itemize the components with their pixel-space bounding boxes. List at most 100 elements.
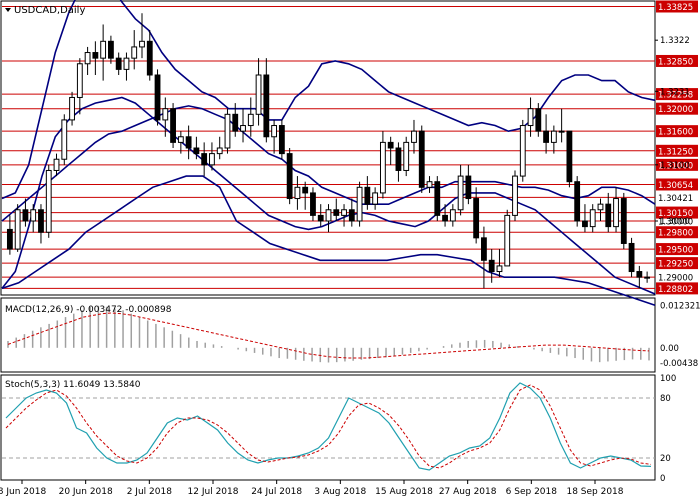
level-tag <box>656 282 698 295</box>
macd-label: MACD(12,26,9) -0.003472 -0.000898 <box>5 305 172 315</box>
candle-bull <box>558 130 565 133</box>
candle-bull <box>53 158 60 171</box>
x-tick-label: 24 Jul 2018 <box>251 487 302 497</box>
bollinger-bands <box>1 0 656 306</box>
x-tick-label: 2 Jul 2018 <box>127 487 172 497</box>
candle-bear <box>395 147 402 171</box>
candle-bear <box>574 181 581 222</box>
candle-bull <box>224 113 231 149</box>
candle-bear <box>92 52 99 59</box>
stochastic-pane: 100 80 20 0 <box>2 374 676 484</box>
candle-bull <box>426 181 433 188</box>
candle-bear <box>310 192 316 216</box>
macd-pane: 0.012321 0.00 -0.00438 <box>7 302 700 369</box>
candle-bull <box>527 108 534 127</box>
candle-bull <box>504 214 511 267</box>
candle-bull <box>597 203 604 211</box>
candle-bear <box>193 147 200 155</box>
candle-bear <box>232 113 239 132</box>
stoch-y-label: 80 <box>660 394 671 404</box>
candle-bull <box>14 209 21 250</box>
candle-bear <box>387 141 394 149</box>
chart-title: USDCAD,Daily <box>14 5 85 16</box>
stoch-y-label: 0 <box>660 474 665 484</box>
x-tick-label: 20 Jun 2018 <box>59 487 113 497</box>
candle-bear <box>333 209 340 216</box>
stoch-pane-border <box>0 374 656 481</box>
candle-bull <box>496 265 503 273</box>
candle-bull <box>271 125 278 138</box>
stoch-signal-line <box>5 384 652 469</box>
level-label: 1.29250 <box>658 260 693 270</box>
candle-bull <box>613 198 619 228</box>
candle-bull <box>76 63 83 98</box>
candle-bear <box>636 271 643 278</box>
candle-bear <box>434 181 441 216</box>
candle-bull <box>45 169 52 233</box>
level-label: 1.31250 <box>658 147 693 157</box>
candle-bull <box>512 175 518 216</box>
candle-bear <box>146 40 153 76</box>
candle-bull <box>139 40 145 48</box>
stoch-y-label: 20 <box>660 454 671 464</box>
level-label: 1.32000 <box>658 105 693 115</box>
ma-fast-line <box>1 96 656 295</box>
candle-bull <box>216 147 223 155</box>
candle-bear <box>535 108 542 132</box>
candle-bull <box>69 96 75 121</box>
level-label: 1.29000 <box>658 274 693 284</box>
candle-bull <box>209 153 215 166</box>
candle-bull <box>457 175 464 211</box>
candle-bull <box>356 186 363 222</box>
candle-bull <box>550 130 557 143</box>
level-label: 1.32258 <box>658 91 693 101</box>
level-label: 1.29500 <box>658 246 693 256</box>
stoch-main-line <box>5 382 652 471</box>
candle-bear <box>22 209 29 222</box>
candle-bear <box>582 220 588 228</box>
level-tag <box>656 178 698 191</box>
macd-pane-border <box>0 297 656 373</box>
y-tick-label: 1.3000 <box>660 217 690 227</box>
level-tag <box>656 144 698 157</box>
x-tick-label: 27 Aug 2018 <box>439 487 497 497</box>
level-tag <box>656 125 698 138</box>
candles <box>6 13 651 289</box>
level-label: 1.30421 <box>658 194 693 204</box>
macd-y-label: 0.012321 <box>660 302 700 312</box>
level-label: 1.30000 <box>658 218 693 228</box>
y-tick-label: 1.3231 <box>660 87 690 97</box>
candle-bull <box>162 108 169 121</box>
bollinger-upper-line <box>1 0 656 200</box>
level-tag <box>656 206 698 219</box>
candle-bull <box>123 57 130 70</box>
candle-bear <box>108 40 114 59</box>
candle-bear <box>465 175 472 200</box>
x-tick-label: 3 Aug 2018 <box>314 487 366 497</box>
chevron-down-icon[interactable] <box>5 8 11 12</box>
candle-bear <box>348 209 355 222</box>
level-label: 1.30150 <box>658 209 693 219</box>
level-label: 1.31600 <box>658 128 693 138</box>
support-resistance-levels: 1.33825 1.32850 1.32258 1.32000 1.31600 1.312… <box>2 0 698 295</box>
macd-y-label: 0.00 <box>660 344 679 354</box>
level-tag <box>656 158 698 171</box>
candle-bull <box>61 119 68 160</box>
candle-bear <box>302 186 309 194</box>
level-tag <box>656 257 698 270</box>
price-y-axis: 1.3322 1.3231 1.3100 1.3000 <box>655 36 690 227</box>
candle-bear <box>185 136 192 149</box>
candle-bull <box>177 136 184 143</box>
candle-bull <box>372 192 379 205</box>
candle-bear <box>418 130 425 188</box>
candle-bull <box>589 209 596 228</box>
x-tick-label: 15 Aug 2018 <box>375 487 433 497</box>
candle-bull <box>255 74 262 115</box>
level-tag <box>656 88 698 101</box>
candle-bear <box>278 125 285 155</box>
candle-bear <box>442 214 448 222</box>
candle-bear <box>286 153 293 200</box>
y-tick-label: 1.3322 <box>660 36 690 46</box>
candle-bull <box>247 113 254 127</box>
level-label: 1.30654 <box>658 181 693 191</box>
